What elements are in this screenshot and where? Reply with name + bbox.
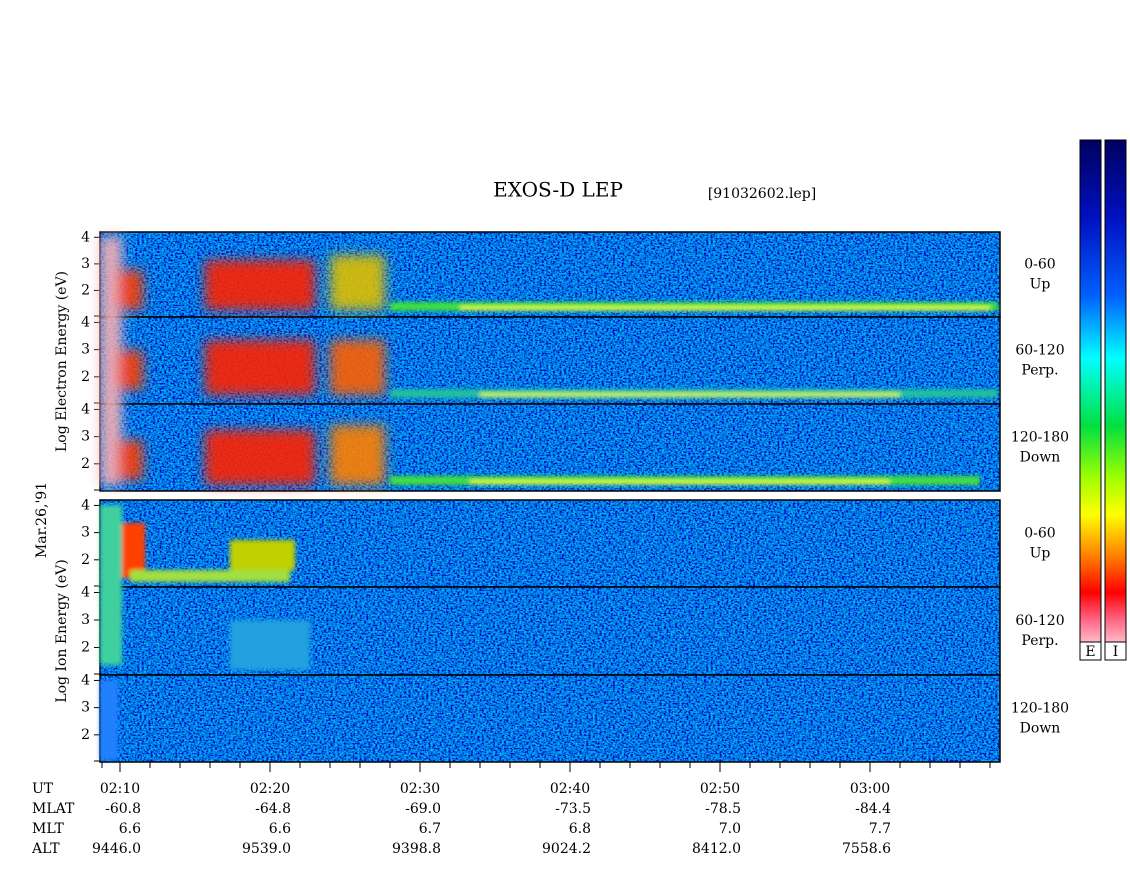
row-value: 9398.8 <box>392 841 441 857</box>
row-value: 7558.6 <box>842 841 891 857</box>
row-value: -60.8 <box>105 801 141 817</box>
colorbar-label: I <box>1113 644 1119 660</box>
row-value: -69.0 <box>405 801 441 817</box>
spectrogram <box>100 675 1000 762</box>
direction: Down <box>1020 450 1061 466</box>
pitch-range: 120-180 <box>1011 430 1069 446</box>
row-value: 02:50 <box>700 781 740 797</box>
y-tick-label: 4 <box>81 401 90 417</box>
row-value: -84.4 <box>855 801 891 817</box>
row-name: MLAT <box>32 801 75 817</box>
row-name: ALT <box>31 841 60 857</box>
y-tick-label: 2 <box>81 552 90 568</box>
direction: Up <box>1030 546 1051 562</box>
pitch-range: 0-60 <box>1024 257 1055 273</box>
pitch-range: 60-120 <box>1015 343 1064 359</box>
row-value: 6.6 <box>119 821 141 837</box>
row-value: -78.5 <box>705 801 741 817</box>
colorbar-label: E <box>1085 644 1095 660</box>
row-value: 9024.2 <box>542 841 591 857</box>
y-tick-label: 3 <box>81 429 90 445</box>
y-tick-label: 3 <box>81 256 90 272</box>
y-tick-label: 2 <box>81 282 90 298</box>
row-value: 02:10 <box>100 781 140 797</box>
y-tick-label: 2 <box>81 456 90 472</box>
row-value: 6.8 <box>569 821 591 837</box>
y-tick-label: 4 <box>81 497 90 513</box>
row-value: -73.5 <box>555 801 591 817</box>
pitch-range: 0-60 <box>1024 526 1055 542</box>
y-tick-label: 4 <box>81 314 90 330</box>
y-tick-label: 3 <box>81 342 90 358</box>
row-value: 9446.0 <box>92 841 141 857</box>
group-label: Log Ion Energy (eV) <box>54 559 70 702</box>
direction: Up <box>1030 277 1051 293</box>
y-tick-label: 2 <box>81 369 90 385</box>
row-value: 6.6 <box>269 821 291 837</box>
row-name: UT <box>32 781 54 797</box>
electron-features <box>100 236 385 486</box>
y-tick-label: 2 <box>81 640 90 656</box>
row-value: 02:30 <box>400 781 440 797</box>
title: EXOS-D LEP <box>493 178 623 202</box>
row-value: -64.8 <box>255 801 291 817</box>
file-name: [91032602.lep] <box>708 186 816 202</box>
direction: Perp. <box>1021 363 1058 379</box>
direction: Perp. <box>1021 633 1058 649</box>
pitch-range: 60-120 <box>1015 613 1064 629</box>
row-value: 02:20 <box>250 781 290 797</box>
row-value: 8412.0 <box>692 841 741 857</box>
group-label: Log Electron Energy (eV) <box>54 271 70 452</box>
row-value: 9539.0 <box>242 841 291 857</box>
row-value: 03:00 <box>850 781 890 797</box>
colorbar <box>1104 139 1127 661</box>
y-tick-label: 4 <box>81 585 90 601</box>
colorbar <box>1079 139 1102 661</box>
y-tick-label: 3 <box>81 700 90 716</box>
y-tick-label: 2 <box>81 727 90 743</box>
row-value: 7.0 <box>719 821 741 837</box>
row-name: MLT <box>32 821 64 837</box>
row-value: 02:40 <box>550 781 590 797</box>
y-tick-label: 3 <box>81 525 90 541</box>
pitch-range: 120-180 <box>1011 701 1069 717</box>
date: Mar.26,'91 <box>34 482 50 558</box>
y-tick-label: 4 <box>81 229 90 245</box>
direction: Down <box>1020 721 1061 737</box>
electron-bands <box>100 302 998 760</box>
row-value: 7.7 <box>869 821 891 837</box>
y-tick-label: 4 <box>81 672 90 688</box>
y-tick-label: 3 <box>81 612 90 628</box>
colorbar-box <box>1104 641 1127 661</box>
colorbar-box <box>1079 641 1102 661</box>
row-value: 6.7 <box>419 821 441 837</box>
